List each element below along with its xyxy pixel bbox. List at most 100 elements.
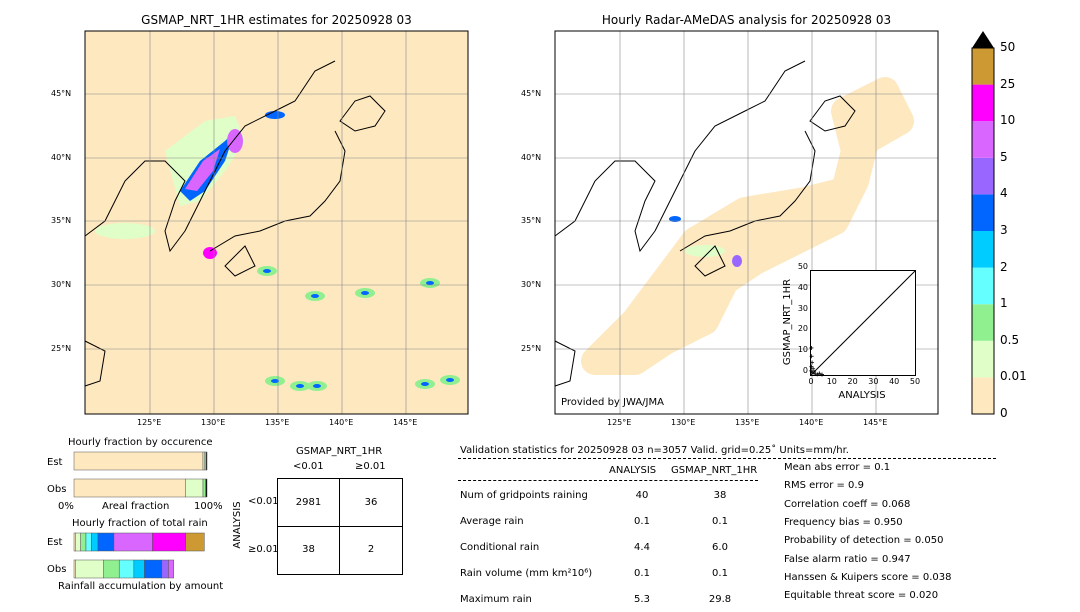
scatter-ytick: 50 <box>797 262 808 271</box>
obs-bar-segment <box>205 478 208 498</box>
rain-area <box>311 294 319 298</box>
scatter-point <box>809 364 814 369</box>
colorbar-label: 2 <box>1000 259 1008 274</box>
occurrence-title: Hourly fraction by occurence <box>68 437 213 448</box>
radar-coverage <box>581 77 914 375</box>
est-bar-segment <box>113 532 153 552</box>
colorbar-segment <box>972 48 994 85</box>
cont-col0: <0.01 <box>293 461 324 472</box>
obs-bar-segment <box>168 559 175 579</box>
lat-tick: 40°N <box>521 153 542 162</box>
rain-area <box>446 378 454 382</box>
est-bar-segment <box>85 532 92 552</box>
divider <box>458 458 996 459</box>
colorbar-segment <box>972 157 994 195</box>
stat-gsmap: 6.0 <box>712 542 728 553</box>
total-rain-bars <box>73 532 205 579</box>
score-line: Mean abs error = 0.1 <box>784 462 891 473</box>
rain-area <box>421 382 429 386</box>
obs-bar-segment <box>202 478 206 498</box>
lat-tick: 30°N <box>521 280 542 289</box>
stat-label: Rain volume (mm km²10⁶) <box>460 568 593 579</box>
map-frame <box>554 30 939 415</box>
stat-analysis: 40 <box>635 490 649 501</box>
stat-gsmap: 0.1 <box>712 568 728 579</box>
obs-bar-segment <box>144 559 163 579</box>
obs-bar-segment <box>118 559 135 579</box>
score-line: Equitable threat score = 0.020 <box>784 590 939 602</box>
lat-tick: 35°N <box>51 216 72 225</box>
coastline <box>184 60 336 232</box>
lon-tick: 130°E <box>671 418 696 427</box>
est-bar-segment <box>91 532 99 552</box>
score-line: Frequency bias = 0.950 <box>784 516 903 528</box>
scatter-point <box>809 354 814 359</box>
score-line: Probability of detection = 0.050 <box>784 535 944 547</box>
score-line: Correlation coeff = 0.068 <box>784 498 911 510</box>
est-bar-segment <box>97 532 115 552</box>
col-analysis: ANALYSIS <box>609 465 657 476</box>
colorbar-label: 5 <box>1000 149 1008 164</box>
contingency-table: 2981 36 38 2 <box>277 478 403 575</box>
est-bar-segment <box>75 532 81 552</box>
lat-tick: 25°N <box>521 344 542 353</box>
lat-tick: 35°N <box>521 216 542 225</box>
stat-analysis: 4.4 <box>634 542 650 553</box>
est-bar-segment <box>205 451 208 471</box>
scatter-point <box>810 360 815 365</box>
lon-tick: 125°E <box>607 418 632 427</box>
coastline <box>679 130 816 252</box>
lon-tick: 125°E <box>137 418 162 427</box>
occ-xlabel: Areal fraction <box>102 501 170 512</box>
stat-label: Average rain <box>460 516 524 527</box>
obs-bar-segment <box>103 559 120 579</box>
rain-area <box>271 379 279 383</box>
scatter-point <box>813 371 818 376</box>
rain-area <box>313 384 321 388</box>
scatter-xlabel: ANALYSIS <box>838 390 886 401</box>
scatter-point <box>815 372 820 377</box>
colorbar-segment <box>972 340 994 378</box>
stat-label: Num of gridpoints raining <box>460 490 588 501</box>
rain-area <box>361 291 369 295</box>
divider <box>458 480 758 481</box>
cont-row-title: ANALYSIS <box>232 501 243 549</box>
scatter-xtick: 50 <box>909 377 921 386</box>
occ-row-est: Est <box>47 457 63 468</box>
scatter-inset <box>809 270 916 377</box>
total-rain-title: Hourly fraction of total rain <box>72 518 208 529</box>
coastline <box>339 95 386 132</box>
cont-col1: ≥0.01 <box>355 461 386 472</box>
data-credit: Provided by JWA/JMA <box>561 397 664 408</box>
stat-gsmap: 29.8 <box>708 594 732 605</box>
est-bar-segment <box>73 451 204 471</box>
colorbar-segment <box>972 231 994 268</box>
cell-hit-none: 2981 <box>295 497 322 508</box>
lat-tick: 40°N <box>51 153 72 162</box>
lon-tick: 135°E <box>735 418 760 427</box>
scatter-ytick: 20 <box>797 324 808 334</box>
colorbar-label: 0.5 <box>1000 332 1020 347</box>
colorbar-segment <box>972 84 994 122</box>
colorbar-label: 1 <box>1000 296 1008 311</box>
coastline <box>554 340 576 387</box>
scatter-xtick: 10 <box>826 377 837 386</box>
lon-tick: 145°E <box>393 418 418 427</box>
colorbar <box>971 31 995 415</box>
right-map-title: Hourly Radar-AMeDAS analysis for 2025092… <box>601 13 892 27</box>
left-map <box>84 30 469 415</box>
cell-miss: 38 <box>302 544 315 555</box>
cont-title: GSMAP_NRT_1HR <box>296 446 383 457</box>
colorbar-label: 50 <box>1000 40 1016 54</box>
colorbar-segment <box>972 121 994 158</box>
scatter-ytick: 40 <box>797 282 808 292</box>
score-line: Hanssen & Kuipers score = 0.038 <box>784 571 952 583</box>
lon-tick: 140°E <box>799 418 824 427</box>
rain-area <box>296 384 304 388</box>
one-to-one-line <box>810 270 916 376</box>
rain-area <box>669 216 681 222</box>
rain-area <box>227 129 243 153</box>
rain-area <box>263 269 271 273</box>
tr-row-obs: Obs <box>47 564 67 575</box>
lat-tick: 45°N <box>51 89 72 98</box>
